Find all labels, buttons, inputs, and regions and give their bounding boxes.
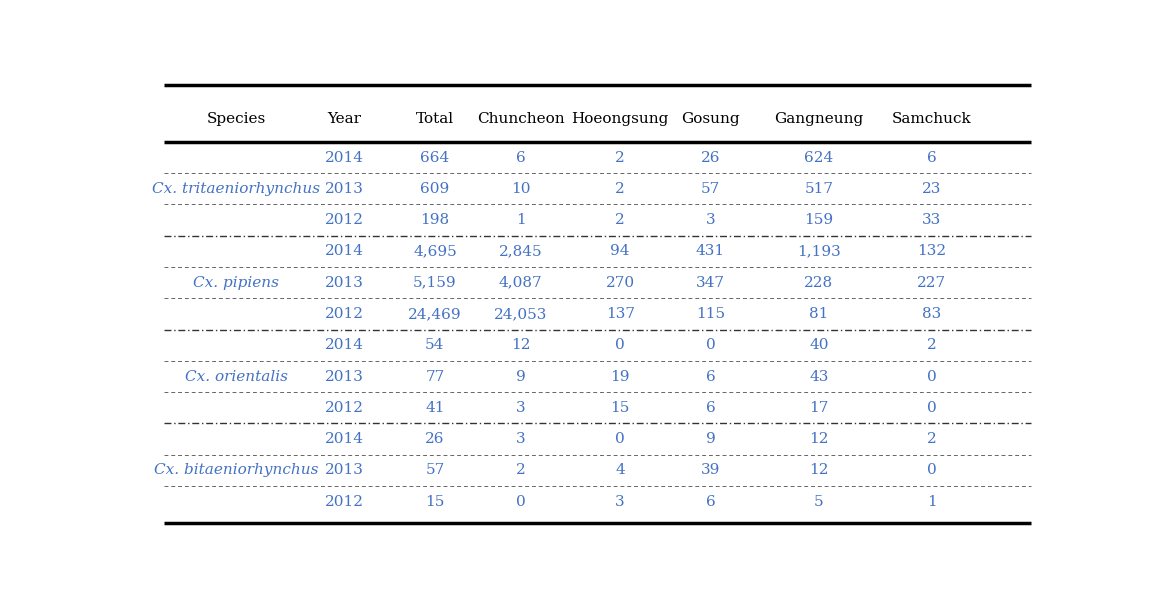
Text: 2: 2 — [616, 182, 625, 196]
Text: 115: 115 — [696, 307, 725, 321]
Text: 2013: 2013 — [325, 276, 364, 290]
Text: Cx. bitaeniorhynchus: Cx. bitaeniorhynchus — [154, 463, 318, 477]
Text: 10: 10 — [511, 182, 531, 196]
Text: 132: 132 — [918, 244, 947, 259]
Text: 24,053: 24,053 — [494, 307, 548, 321]
Text: 609: 609 — [420, 182, 450, 196]
Text: 2012: 2012 — [325, 307, 364, 321]
Text: Chuncheon: Chuncheon — [477, 112, 564, 126]
Text: Gosung: Gosung — [681, 112, 740, 126]
Text: 2013: 2013 — [325, 369, 364, 384]
Text: 12: 12 — [511, 338, 531, 352]
Text: Cx. tritaeniorhynchus: Cx. tritaeniorhynchus — [152, 182, 321, 196]
Text: 0: 0 — [927, 463, 936, 477]
Text: 0: 0 — [515, 495, 526, 509]
Text: 15: 15 — [611, 401, 630, 415]
Text: 6: 6 — [927, 151, 936, 165]
Text: 5: 5 — [814, 495, 824, 509]
Text: 198: 198 — [421, 213, 449, 227]
Text: Species: Species — [206, 112, 266, 126]
Text: 270: 270 — [605, 276, 634, 290]
Text: 227: 227 — [918, 276, 947, 290]
Text: Year: Year — [328, 112, 361, 126]
Text: 3: 3 — [515, 432, 526, 446]
Text: 12: 12 — [809, 432, 829, 446]
Text: 2013: 2013 — [325, 182, 364, 196]
Text: Hoeongsung: Hoeongsung — [571, 112, 669, 126]
Text: 12: 12 — [809, 463, 829, 477]
Text: 43: 43 — [809, 369, 829, 384]
Text: 19: 19 — [611, 369, 630, 384]
Text: 2: 2 — [927, 432, 936, 446]
Text: 77: 77 — [426, 369, 444, 384]
Text: 6: 6 — [705, 495, 716, 509]
Text: 2,845: 2,845 — [499, 244, 542, 259]
Text: 347: 347 — [696, 276, 725, 290]
Text: 57: 57 — [701, 182, 721, 196]
Text: 2014: 2014 — [325, 338, 364, 352]
Text: 1,193: 1,193 — [798, 244, 841, 259]
Text: Samchuck: Samchuck — [892, 112, 971, 126]
Text: 6: 6 — [705, 369, 716, 384]
Text: 26: 26 — [426, 432, 444, 446]
Text: Gangneung: Gangneung — [774, 112, 864, 126]
Text: 39: 39 — [701, 463, 721, 477]
Text: Total: Total — [416, 112, 454, 126]
Text: 3: 3 — [705, 213, 716, 227]
Text: 17: 17 — [809, 401, 829, 415]
Text: 3: 3 — [515, 401, 526, 415]
Text: 0: 0 — [705, 338, 716, 352]
Text: 2: 2 — [616, 213, 625, 227]
Text: 40: 40 — [809, 338, 829, 352]
Text: 2: 2 — [616, 151, 625, 165]
Text: Cx. pipiens: Cx. pipiens — [194, 276, 279, 290]
Text: 159: 159 — [805, 213, 834, 227]
Text: 1: 1 — [927, 495, 936, 509]
Text: 2014: 2014 — [325, 151, 364, 165]
Text: 0: 0 — [616, 432, 625, 446]
Text: 5,159: 5,159 — [413, 276, 457, 290]
Text: 2: 2 — [515, 463, 526, 477]
Text: 26: 26 — [701, 151, 721, 165]
Text: 57: 57 — [426, 463, 444, 477]
Text: 54: 54 — [426, 338, 444, 352]
Text: 2: 2 — [927, 338, 936, 352]
Text: 0: 0 — [927, 401, 936, 415]
Text: 23: 23 — [922, 182, 942, 196]
Text: 2012: 2012 — [325, 495, 364, 509]
Text: 15: 15 — [426, 495, 444, 509]
Text: 664: 664 — [420, 151, 450, 165]
Text: 517: 517 — [805, 182, 834, 196]
Text: 0: 0 — [616, 338, 625, 352]
Text: Cx. orientalis: Cx. orientalis — [184, 369, 288, 384]
Text: 94: 94 — [611, 244, 630, 259]
Text: 3: 3 — [616, 495, 625, 509]
Text: 6: 6 — [515, 151, 526, 165]
Text: 33: 33 — [922, 213, 942, 227]
Text: 9: 9 — [705, 432, 716, 446]
Text: 2014: 2014 — [325, 432, 364, 446]
Text: 1: 1 — [515, 213, 526, 227]
Text: 228: 228 — [805, 276, 834, 290]
Text: 137: 137 — [605, 307, 634, 321]
Text: 24,469: 24,469 — [408, 307, 462, 321]
Text: 624: 624 — [805, 151, 834, 165]
Text: 4,087: 4,087 — [499, 276, 542, 290]
Text: 9: 9 — [515, 369, 526, 384]
Text: 2014: 2014 — [325, 244, 364, 259]
Text: 2013: 2013 — [325, 463, 364, 477]
Text: 0: 0 — [927, 369, 936, 384]
Text: 41: 41 — [426, 401, 444, 415]
Text: 431: 431 — [696, 244, 725, 259]
Text: 4,695: 4,695 — [413, 244, 457, 259]
Text: 2012: 2012 — [325, 213, 364, 227]
Text: 4: 4 — [616, 463, 625, 477]
Text: 2012: 2012 — [325, 401, 364, 415]
Text: 6: 6 — [705, 401, 716, 415]
Text: 81: 81 — [809, 307, 829, 321]
Text: 83: 83 — [922, 307, 942, 321]
